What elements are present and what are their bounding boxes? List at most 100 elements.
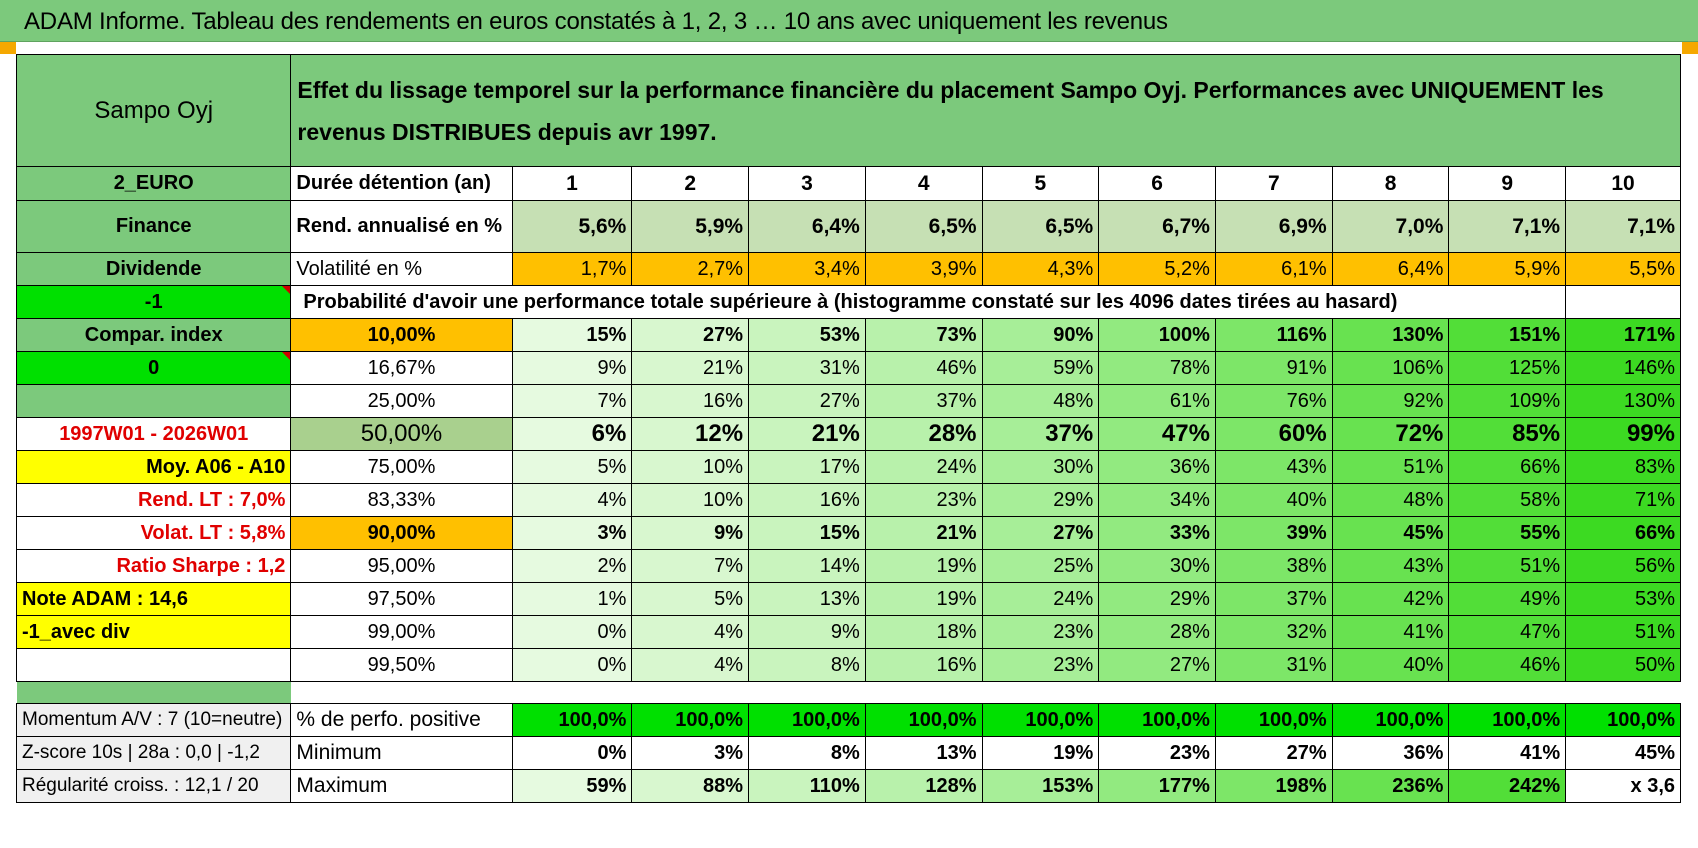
prob-value: 60% [1214,417,1333,451]
prob-value: 24% [981,582,1100,616]
prob-value: 48% [981,384,1100,418]
minimum-value: 41% [1448,736,1567,770]
maximum-value: 88% [631,769,750,803]
prob-value: 59% [981,351,1100,385]
vol-value: 5,2% [1098,252,1216,286]
prob-value: 18% [864,615,983,649]
vol-value: 5,5% [1565,252,1681,286]
param2-cell[interactable]: 0 [15,351,292,385]
spacer-row [16,681,1681,704]
corner-marker-right [1682,42,1698,54]
prob-value: 33% [1098,516,1216,550]
corner-marker-left [0,42,16,54]
prob-value: 10% [631,483,750,517]
prob-value: 61% [1098,384,1216,418]
prob-value: 116% [1214,318,1333,352]
prob-value: 37% [1214,582,1333,616]
prob-value: 36% [1098,450,1216,484]
sharpe-label: Ratio Sharpe : 1,2 [15,549,292,583]
prob-threshold: 10,00% [290,318,513,352]
spacer-cell [291,682,1681,704]
maximum-value: x 3,6 [1565,769,1681,803]
prob-value: 53% [748,318,866,352]
prob-value: 49% [1448,582,1567,616]
minimum-value: 36% [1331,736,1450,770]
prob-value: 3% [511,516,633,550]
prob-value: 76% [1214,384,1333,418]
year-header: 7 [1214,166,1333,201]
rend-value: 7,1% [1565,200,1681,253]
prob-value: 23% [981,648,1100,682]
maximum-value: 198% [1214,769,1333,803]
prob-value: 6% [511,417,633,451]
years-row: 2_EURO Durée détention (an) 1 2 3 4 5 6 7 8 9 10 [15,166,1681,201]
prob-threshold: 97,50% [290,582,513,616]
prob-threshold: 50,00% [290,417,513,451]
prob-value: 85% [1448,417,1567,451]
vol-value: 3,9% [864,252,983,286]
prob-value: 40% [1214,483,1333,517]
minimum-value: 45% [1565,736,1681,770]
maximum-value: 177% [1098,769,1216,803]
positive-value: 100,0% [748,703,866,737]
prob-value: 25% [981,549,1100,583]
empty-white-cell [15,648,292,682]
prob-value: 27% [748,384,866,418]
prob-value: 2% [511,549,633,583]
years-label: Durée détention (an) [290,166,513,201]
prob-value: 13% [748,582,866,616]
prob-value: 17% [748,450,866,484]
prob-value: 4% [631,615,750,649]
year-header: 6 [1098,166,1216,201]
minimum-value: 8% [748,736,866,770]
maximum-value: 153% [981,769,1100,803]
prob-value: 21% [864,516,983,550]
prob-value: 43% [1331,549,1450,583]
rend-value: 6,5% [864,200,983,253]
prob-threshold: 95,00% [290,549,513,583]
prob-row: Compar. index 10,00% 15% 27% 53% 73% 90% 100% 11… [15,318,1681,352]
prob-value: 19% [864,549,983,583]
prob-value: 16% [631,384,750,418]
positive-row: Momentum A/V : 7 (10=neutre)% de perfo. … [15,703,1681,737]
prob-value: 34% [1098,483,1216,517]
prob-value: 7% [631,549,750,583]
minimum-value: 0% [511,736,633,770]
prob-value: 46% [1448,648,1567,682]
prob-row: 0 16,67% 9% 21% 31% 46% 59% 78% 91% 106% 125% 146% [15,351,1681,385]
positive-value: 100,0% [1565,703,1681,737]
prob-value: 0% [511,648,633,682]
prob-value: 38% [1214,549,1333,583]
minimum-value: 3% [631,736,750,770]
minimum-value: 23% [1098,736,1216,770]
maximum-value: 59% [511,769,633,803]
rend-value: 5,6% [511,200,633,253]
prob-value: 47% [1448,615,1567,649]
rend-value: 6,4% [748,200,866,253]
prob-value: 41% [1331,615,1450,649]
prob-row: 25,00% 7% 16% 27% 37% 48% 61% 76% 92% 109% 130% [15,384,1681,418]
header-row: Sampo Oyj Effet du lissage temporel sur … [15,54,1681,167]
prob-value: 31% [1214,648,1333,682]
prob-row: -1_avec div 99,00% 0% 4% 9% 18% 23% 28% 32% 41% 47… [15,615,1681,649]
prob-value: 51% [1565,615,1681,649]
prob-value: 100% [1098,318,1216,352]
prob-value: 42% [1331,582,1450,616]
param1-cell[interactable]: -1 [15,285,292,319]
prob-value: 90% [981,318,1100,352]
prob-value: 56% [1565,549,1681,583]
minimum-value: 19% [981,736,1100,770]
moy-label: Moy. A06 - A10 [15,450,292,484]
prob-value: 23% [864,483,983,517]
prob-value: 12% [631,417,750,451]
prob-value: 125% [1448,351,1567,385]
prob-row: 1997W01 - 2026W01 50,00% 6% 12% 21% 28% 37% 47%… [15,417,1681,451]
prob-value: 39% [1214,516,1333,550]
vol-value: 6,4% [1331,252,1450,286]
positive-label: % de perfo. positive [290,703,513,737]
prob-value: 43% [1214,450,1333,484]
prob-value: 55% [1448,516,1567,550]
positive-value: 100,0% [864,703,983,737]
prob-value: 51% [1331,450,1450,484]
zscore-label: Z-score 10s | 28a : 0,0 | -1,2 [15,736,292,770]
